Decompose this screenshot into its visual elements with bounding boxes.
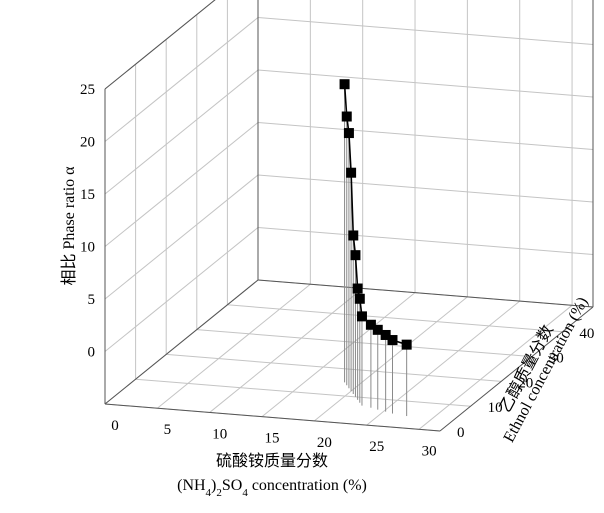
grid-line xyxy=(257,122,594,150)
grid-line xyxy=(104,69,259,195)
grid-line xyxy=(257,69,594,98)
data-point xyxy=(343,128,354,139)
frame-edge xyxy=(104,0,216,90)
grid-line xyxy=(104,122,259,247)
z-tick-label: 25 xyxy=(80,82,95,98)
x-tick-label: 10 xyxy=(212,426,227,442)
y-axis-title-en: Ethnol concentration (%) xyxy=(501,295,592,446)
data-point xyxy=(354,293,365,304)
grid-line xyxy=(104,0,216,90)
grid-line xyxy=(209,288,364,413)
x-tick-label: 5 xyxy=(164,422,172,438)
grid-line xyxy=(257,17,594,45)
grid-line xyxy=(135,378,471,407)
z-tick-label: 0 xyxy=(88,345,96,361)
y-tick-label: 10 xyxy=(488,400,503,416)
grid-line xyxy=(418,304,573,430)
x-axis-title-cn: 硫酸铵质量分数 xyxy=(216,452,328,470)
data-point xyxy=(350,250,361,261)
data-markers xyxy=(339,79,412,350)
grid-line xyxy=(227,304,563,333)
data-curve xyxy=(343,84,407,346)
tick-labels: 051015202530010203040500510152025 xyxy=(80,82,594,459)
data-point xyxy=(401,339,412,350)
data-point xyxy=(348,230,359,241)
x-tick-label: 25 xyxy=(369,439,384,455)
data-point xyxy=(365,319,376,330)
x-tick-label: 20 xyxy=(317,435,332,451)
z-tick-label: 20 xyxy=(80,135,95,151)
data-point xyxy=(339,79,350,90)
frame-edge xyxy=(257,279,594,308)
grid-line xyxy=(104,227,259,352)
grid-line xyxy=(257,227,594,255)
data-point xyxy=(372,324,383,335)
y-tick-label: 0 xyxy=(457,425,465,441)
data-point xyxy=(387,335,398,346)
frame-edge xyxy=(104,403,441,432)
data-point xyxy=(346,167,357,178)
z-tick-label: 10 xyxy=(80,240,95,256)
grid-line xyxy=(196,329,532,358)
z-axis-title: 相比 Phase ratio α xyxy=(60,166,78,286)
data-point xyxy=(352,283,363,294)
data-point xyxy=(356,311,367,322)
x-axis-title-en: (NH4)2SO4 concentration (%) xyxy=(177,477,367,499)
series-line xyxy=(343,84,407,346)
x-tick-label: 30 xyxy=(422,443,437,459)
z-tick-label: 15 xyxy=(80,187,95,203)
data-point xyxy=(341,111,352,122)
grid-line xyxy=(314,296,468,422)
z-tick-label: 5 xyxy=(88,292,96,308)
y-tick-label: 40 xyxy=(579,326,594,342)
grid-line xyxy=(157,283,311,409)
frame-edge xyxy=(104,279,259,405)
grid-line xyxy=(261,292,416,418)
data-point xyxy=(380,329,391,340)
x-tick-label: 15 xyxy=(265,431,280,447)
y-tick-label: 20 xyxy=(518,375,533,391)
x-tick-label: 0 xyxy=(111,418,119,434)
axis-box-frame xyxy=(104,0,594,432)
grid-line xyxy=(104,174,259,300)
grid-line xyxy=(104,17,259,142)
frame-edge xyxy=(439,306,594,432)
grid-line xyxy=(257,174,594,203)
grid-line xyxy=(166,353,502,382)
y-tick-label: 30 xyxy=(549,351,564,367)
